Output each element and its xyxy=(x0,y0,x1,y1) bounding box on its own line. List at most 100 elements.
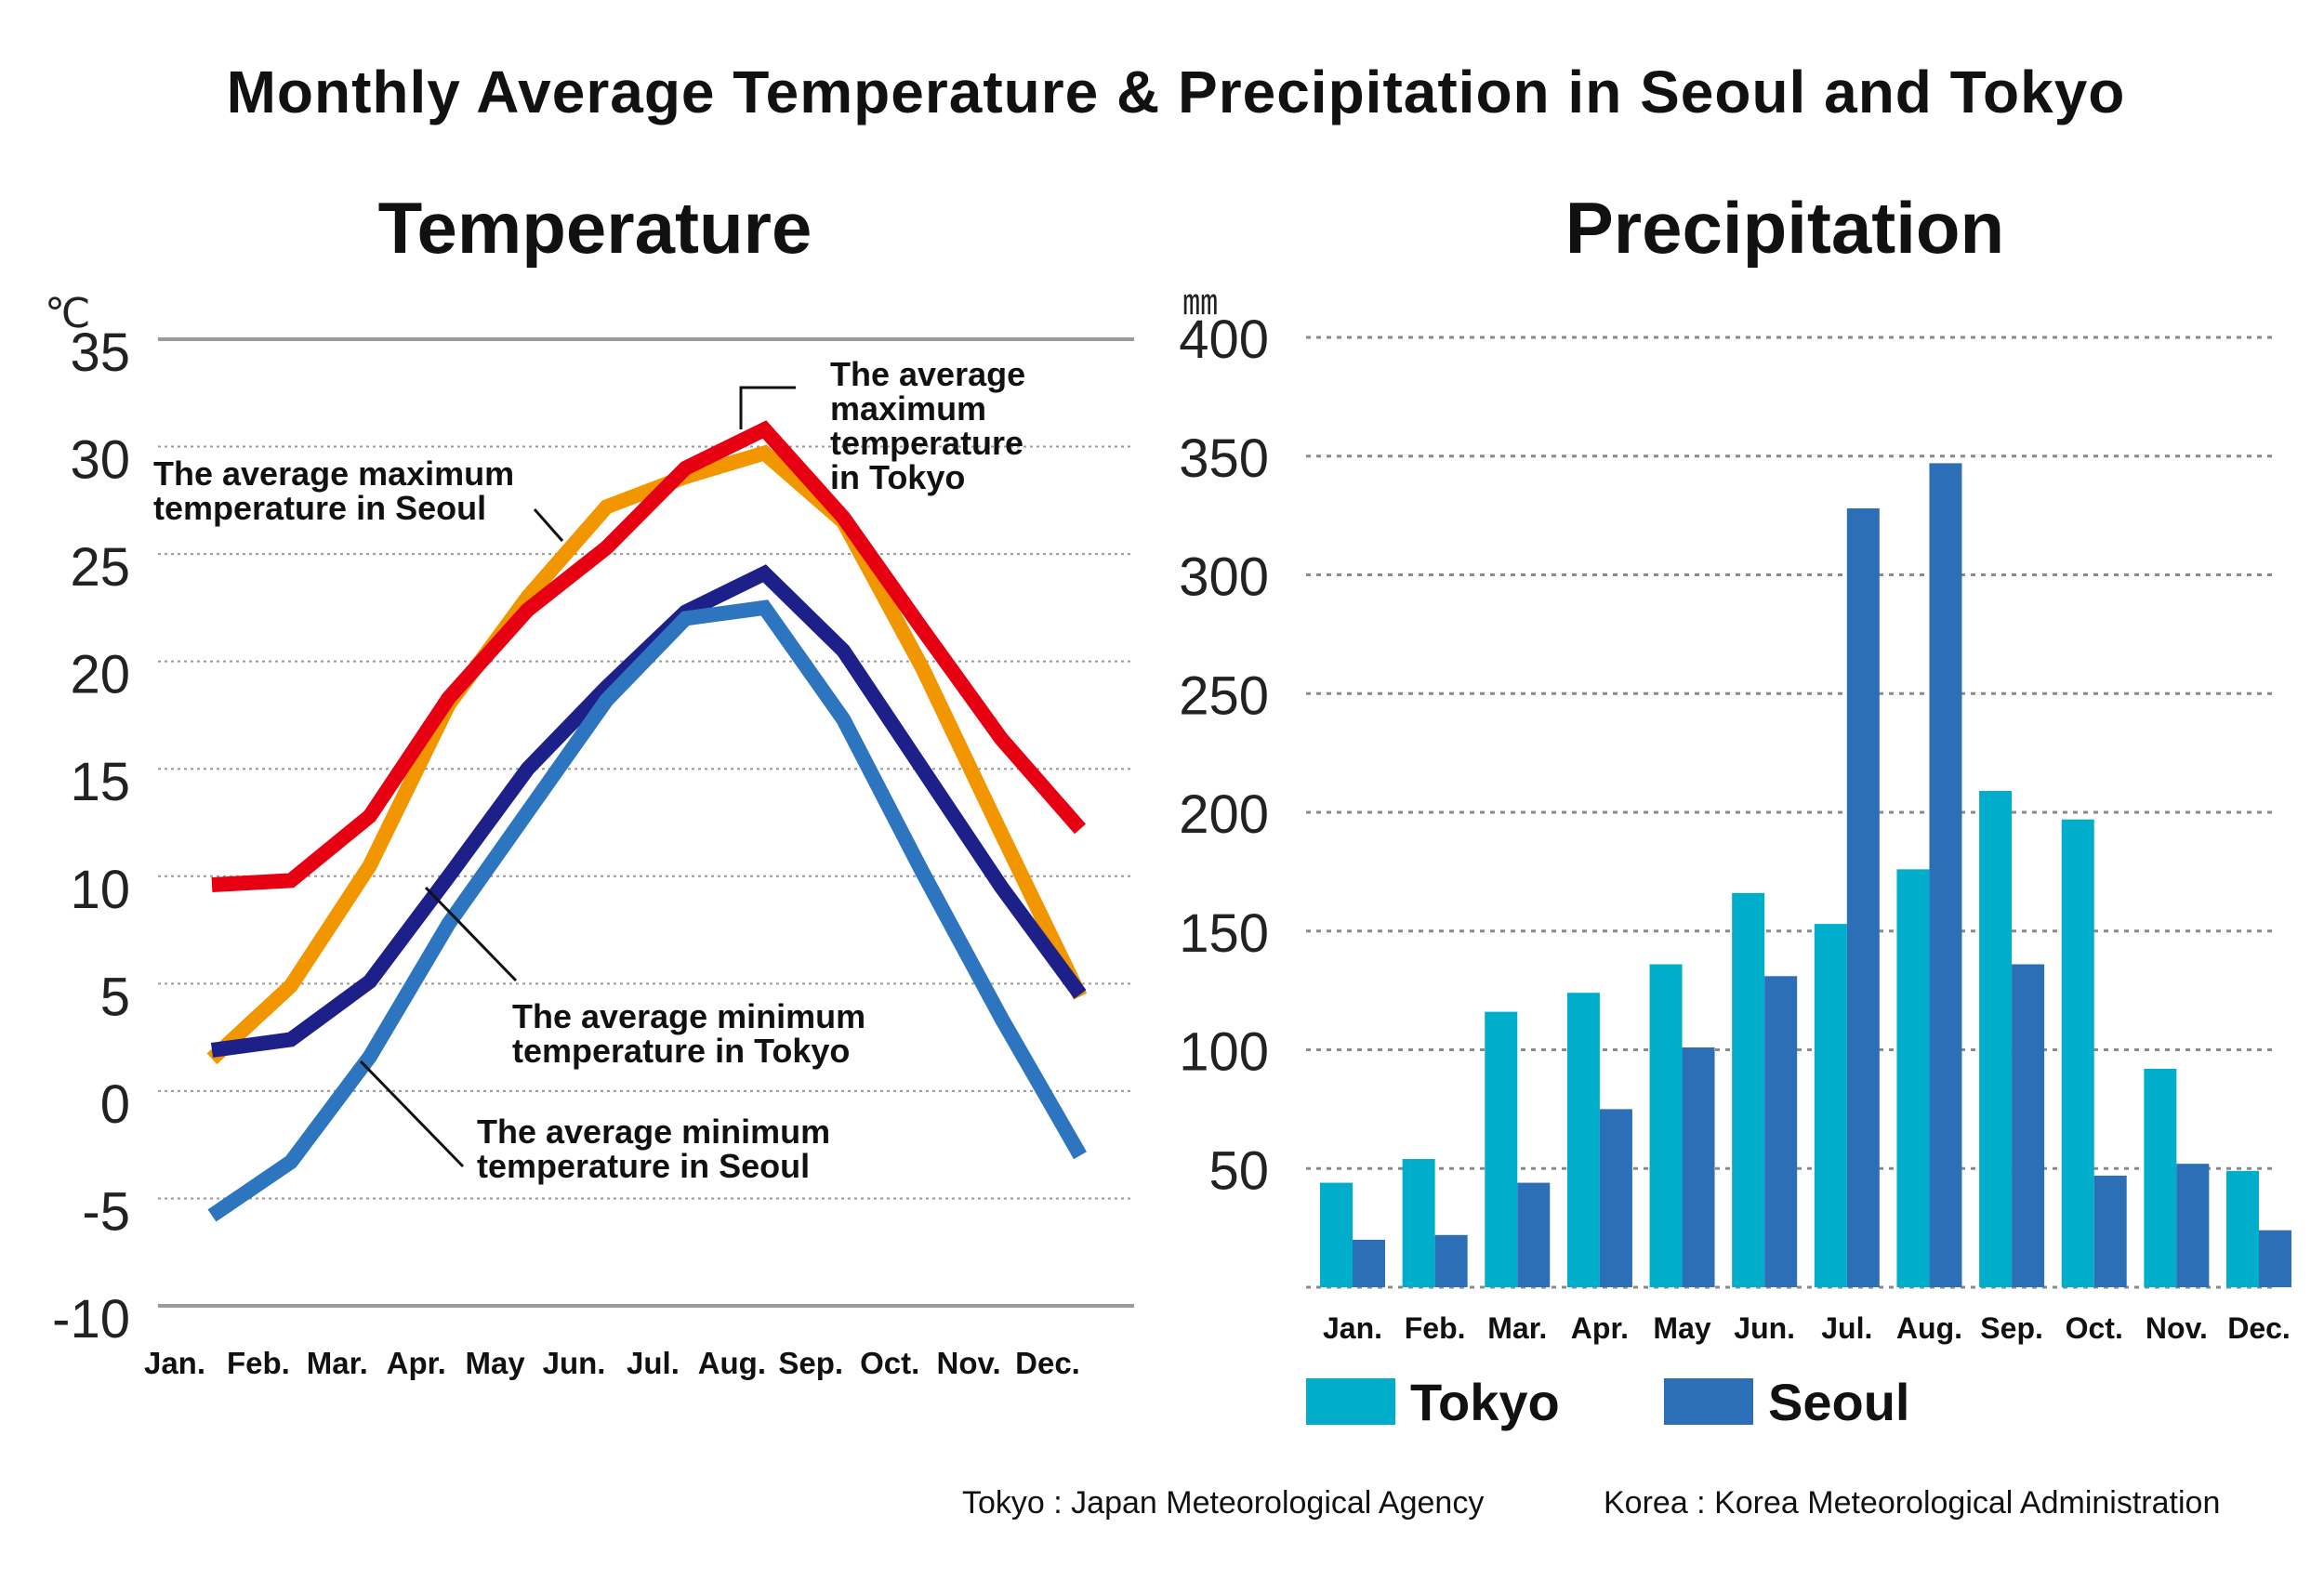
temperature-y-tick-label: -10 xyxy=(52,1289,130,1350)
precipitation-x-tick-label: Oct. xyxy=(2066,1311,2123,1345)
precipitation-x-tick-label: May xyxy=(1653,1311,1710,1345)
series-line-tokyo-max xyxy=(211,420,1087,893)
precipitation-y-tick-label: 50 xyxy=(1208,1140,1269,1201)
precipitation-unit-label: ㎜ xyxy=(1182,282,1218,323)
temperature-x-tick-label: Aug. xyxy=(698,1346,766,1380)
precipitation-y-tick-label: 300 xyxy=(1179,547,1269,608)
precipitation-y-tick-label: 400 xyxy=(1179,309,1269,370)
annotation-seoul-min: The average minimum xyxy=(477,1113,830,1151)
series-line-seoul-min xyxy=(207,599,1087,1222)
precipitation-y-tick-label: 250 xyxy=(1179,665,1269,726)
temperature-x-tick-label: Jan. xyxy=(144,1346,205,1380)
series-line-seoul-max xyxy=(206,444,1088,1065)
temperature-y-tick-label: 15 xyxy=(70,752,130,812)
annotation-seoul-max: The average maximum xyxy=(153,454,514,493)
annotation-tokyo-min: temperature in Tokyo xyxy=(512,1032,850,1070)
precipitation-y-tick-label: 100 xyxy=(1179,1022,1269,1083)
legend-item-tokyo: Tokyo xyxy=(1306,1372,1560,1431)
annotation-seoul-max: temperature in Seoul xyxy=(153,489,486,527)
bar-tokyo xyxy=(2061,819,2094,1287)
temperature-y-tick-label: 5 xyxy=(100,967,130,1027)
temperature-chart-title: Temperature xyxy=(377,187,812,269)
bar-tokyo xyxy=(1896,869,1930,1287)
bar-seoul xyxy=(2176,1164,2210,1287)
bar-tokyo xyxy=(1649,964,1683,1287)
temperature-x-tick-label: Jun. xyxy=(543,1346,606,1380)
bar-seoul xyxy=(1846,507,1880,1287)
temperature-x-tick-label: Nov. xyxy=(937,1346,1001,1380)
precipitation-y-tick-label: 200 xyxy=(1179,784,1269,845)
annotation-tokyo-max: in Tokyo xyxy=(830,458,965,496)
bar-seoul xyxy=(2012,964,2045,1287)
temperature-chart: ℃35 30 25 20 15 10 5 0 -5 -10 Jan. Feb. Mar. Apr. May J… xyxy=(45,290,1134,1380)
precipitation-x-tick-label: Apr. xyxy=(1571,1311,1629,1345)
legend-label-tokyo: Tokyo xyxy=(1410,1372,1560,1431)
legend-item-seoul: Seoul xyxy=(1664,1372,1910,1431)
bar-seoul xyxy=(1682,1047,1715,1287)
legend-label-seoul: Seoul xyxy=(1768,1372,1910,1431)
temperature-y-tick-label: 30 xyxy=(70,430,130,491)
precipitation-x-tick-label: Sep. xyxy=(1980,1311,2043,1345)
temperature-x-tick-label: Mar. xyxy=(307,1346,368,1380)
precipitation-x-tick-label: Jan. xyxy=(1323,1311,1382,1345)
bar-seoul xyxy=(2093,1175,2127,1287)
annotation-leader-seoul-max xyxy=(533,508,564,542)
precipitation-x-tick-label: Dec. xyxy=(2227,1311,2291,1345)
series-line-tokyo-min xyxy=(210,564,1087,1058)
bar-seoul xyxy=(1929,463,1962,1287)
temperature-y-tick-label: 10 xyxy=(70,860,130,920)
source-korea: Korea : Korea Meteorological Administrat… xyxy=(1604,1485,2221,1521)
annotation-leader-tokyo-max xyxy=(739,386,796,429)
temperature-x-tick-label: Feb. xyxy=(227,1346,290,1380)
precipitation-x-tick-label: Aug. xyxy=(1896,1311,1962,1345)
bar-seoul xyxy=(1517,1182,1551,1287)
annotation-tokyo-max: temperature xyxy=(830,424,1023,462)
bar-seoul xyxy=(1434,1234,1468,1287)
temperature-x-tick-label: Apr. xyxy=(387,1346,446,1380)
temperature-x-tick-label: Sep. xyxy=(778,1346,843,1380)
annotation-leader-seoul-min xyxy=(359,1060,465,1168)
bar-tokyo xyxy=(1732,892,1765,1287)
annotation-leader-tokyo-min xyxy=(424,886,518,982)
bar-tokyo xyxy=(1485,1011,1518,1287)
bar-seoul xyxy=(1599,1109,1632,1287)
precipitation-y-tick-label: 350 xyxy=(1179,428,1269,489)
temperature-x-tick-label: May xyxy=(466,1346,526,1380)
temperature-x-tick-label: Dec. xyxy=(1015,1346,1080,1380)
bar-seoul xyxy=(1764,976,1798,1287)
bar-seoul xyxy=(1353,1239,1385,1287)
precipitation-y-tick-label: 150 xyxy=(1179,903,1269,964)
bar-tokyo xyxy=(1402,1159,1435,1287)
bar-tokyo xyxy=(1320,1182,1353,1287)
main-title: Monthly Average Temperature & Precipitat… xyxy=(226,59,2126,125)
bar-tokyo xyxy=(1979,791,2013,1287)
temperature-y-tick-label: 20 xyxy=(70,645,130,705)
annotation-seoul-min: temperature in Seoul xyxy=(477,1147,810,1185)
legend-swatch-seoul xyxy=(1664,1378,1753,1425)
legend-swatch-tokyo xyxy=(1306,1378,1395,1425)
precipitation-x-tick-label: Jun. xyxy=(1734,1311,1795,1345)
bar-tokyo xyxy=(2226,1170,2259,1287)
temperature-y-tick-label: 0 xyxy=(100,1074,130,1135)
bar-seoul xyxy=(2259,1230,2291,1287)
bar-tokyo xyxy=(2144,1068,2177,1287)
temperature-x-tick-label: Oct. xyxy=(860,1346,919,1380)
temperature-y-tick-label: -5 xyxy=(82,1181,130,1242)
temperature-x-tick-label: Jul. xyxy=(627,1346,680,1380)
precipitation-x-tick-label: Nov. xyxy=(2146,1311,2208,1345)
temperature-y-tick-label: 35 xyxy=(70,323,130,383)
precipitation-x-tick-label: Mar. xyxy=(1487,1311,1547,1345)
precipitation-chart-title: Precipitation xyxy=(1565,187,2005,269)
temperature-unit-label: ℃ xyxy=(45,290,90,337)
annotation-tokyo-max: The average xyxy=(830,355,1025,393)
precipitation-x-tick-label: Feb. xyxy=(1405,1311,1466,1345)
bar-tokyo xyxy=(1566,993,1600,1287)
bar-tokyo xyxy=(1814,924,1847,1287)
temperature-y-tick-label: 25 xyxy=(70,537,130,598)
source-tokyo: Tokyo : Japan Meteorological Agency xyxy=(962,1485,1485,1521)
annotation-tokyo-max: maximum xyxy=(830,389,986,428)
annotation-tokyo-min: The average minimum xyxy=(512,997,865,1035)
precipitation-x-tick-label: Jul. xyxy=(1821,1311,1872,1345)
